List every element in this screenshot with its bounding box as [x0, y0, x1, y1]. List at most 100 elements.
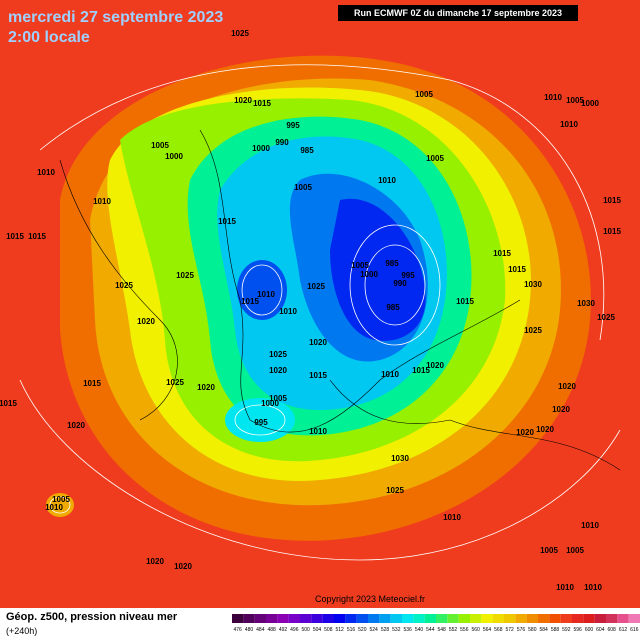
- isobar-label: 1020: [234, 96, 252, 105]
- isobar-label: 1020: [516, 428, 534, 437]
- isobar-label: 1020: [558, 382, 576, 391]
- isobar-label: 1005: [566, 96, 584, 105]
- colorbar-label: 580: [528, 627, 537, 633]
- colorbar-label: 520: [358, 627, 367, 633]
- isobar-label: 1030: [391, 454, 409, 463]
- colorbar-label: 604: [596, 627, 605, 633]
- isobar-label: 1005: [415, 90, 433, 99]
- isobar-label: 1015: [309, 371, 327, 380]
- colorbar: 476 480 484 488 492 496 500 504 508 512 516 520 524 5…: [232, 614, 640, 633]
- colorbar-swatch: [628, 614, 640, 623]
- colorbar-swatch: [334, 614, 346, 623]
- colorbar-label: 568: [494, 627, 503, 633]
- isobar-label: 1025: [166, 378, 184, 387]
- colorbar-swatch: [504, 614, 516, 623]
- isobar-label: 985: [385, 259, 399, 268]
- copyright: Copyright 2023 Meteociel.fr: [315, 594, 425, 604]
- isobar-label: 1020: [552, 405, 570, 414]
- isobar-label: 1015: [83, 379, 101, 388]
- isobar-label: 1010: [257, 290, 275, 299]
- run-info: Run ECMWF 0Z du dimanche 17 septembre 20…: [354, 8, 562, 18]
- colorbar-label: 536: [403, 627, 412, 633]
- colorbar-label: 500: [301, 627, 310, 633]
- colorbar-label: 532: [392, 627, 401, 633]
- isobar-label: 1015: [241, 297, 259, 306]
- colorbar-label: 588: [551, 627, 560, 633]
- isobar-label: 1020: [146, 557, 164, 566]
- colorbar-label: 504: [313, 627, 322, 633]
- isobar-label: 1025: [231, 29, 249, 38]
- isobar-label: 1015: [6, 232, 24, 241]
- isobar-label: 1015: [603, 196, 621, 205]
- colorbar-label: 596: [573, 627, 582, 633]
- isobars: [19, 64, 621, 561]
- colorbar-label: 484: [256, 627, 265, 633]
- colorbar-swatch: [470, 614, 482, 623]
- isobar-label: 1025: [524, 326, 542, 335]
- colorbar-swatch: [617, 614, 629, 623]
- colorbar-label: 576: [517, 627, 526, 633]
- isobar-label: 1000: [360, 270, 378, 279]
- isobar-label: 1015: [218, 217, 236, 226]
- coastlines: [59, 129, 621, 471]
- colorbar-label: 492: [279, 627, 288, 633]
- isobar-label: 1015: [0, 399, 17, 408]
- colorbar-label: 528: [381, 627, 390, 633]
- isobar-label: 1000: [165, 152, 183, 161]
- isobar-label: 1010: [584, 583, 602, 592]
- colorbar-swatch: [390, 614, 402, 623]
- isobar-label: 1010: [93, 197, 111, 206]
- colorbar-label: 488: [267, 627, 276, 633]
- colorbar-swatch: [243, 614, 255, 623]
- isobar-label: 1010: [378, 176, 396, 185]
- isobar-label: 1020: [174, 562, 192, 571]
- isobar-label: 1010: [556, 583, 574, 592]
- isobar-label: 1000: [252, 144, 270, 153]
- colorbar-label: 600: [585, 627, 594, 633]
- colorbar-swatch: [232, 614, 244, 623]
- colorbar-swatch: [379, 614, 391, 623]
- isobar-label: 1020: [269, 366, 287, 375]
- isobar-label: 1010: [544, 93, 562, 102]
- isobar-label: 1010: [381, 370, 399, 379]
- isobar-label: 1005: [351, 261, 369, 270]
- colorbar-swatch: [492, 614, 504, 623]
- colorbar-swatch: [447, 614, 459, 623]
- isobar-label: 1005: [294, 183, 312, 192]
- geopotential-field: [46, 55, 591, 541]
- isobar-label: 1005: [269, 394, 287, 403]
- colorbar-label: 480: [245, 627, 254, 633]
- time-title: 2:00 locale: [8, 29, 90, 46]
- colorbar-swatch: [300, 614, 312, 623]
- colorbar-swatch: [436, 614, 448, 623]
- isobar-label: 1025: [176, 271, 194, 280]
- isobar-label: 1005: [426, 154, 444, 163]
- product: Géop. z500, pression niveau mer: [6, 611, 178, 623]
- colorbar-label: 564: [483, 627, 492, 633]
- isobar-label: 1010: [309, 427, 327, 436]
- colorbar-swatch: [583, 614, 595, 623]
- colorbar-swatch: [481, 614, 493, 623]
- isobar-label: 1015: [412, 366, 430, 375]
- isobar-label: 1005: [151, 141, 169, 150]
- isobar-label: 1005: [566, 546, 584, 555]
- isobar-label: 1020: [426, 361, 444, 370]
- colorbar-swatch: [572, 614, 584, 623]
- isobar-label: 1010: [443, 513, 461, 522]
- colorbar-label: 516: [347, 627, 356, 633]
- isobar-label: 1015: [253, 99, 271, 108]
- isobar-label: 1015: [603, 227, 621, 236]
- isobar-label: 1000: [581, 99, 599, 108]
- colorbar-swatch: [402, 614, 414, 623]
- colorbar-label: 608: [607, 627, 616, 633]
- isobar-label: 985: [386, 303, 400, 312]
- colorbar-swatch: [560, 614, 572, 623]
- isobar-label: 1005: [540, 546, 558, 555]
- isobar-label: 1025: [115, 281, 133, 290]
- colorbar-swatch: [538, 614, 550, 623]
- run-box: [338, 5, 578, 21]
- colorbar-swatch: [413, 614, 425, 623]
- colorbar-label: 508: [324, 627, 333, 633]
